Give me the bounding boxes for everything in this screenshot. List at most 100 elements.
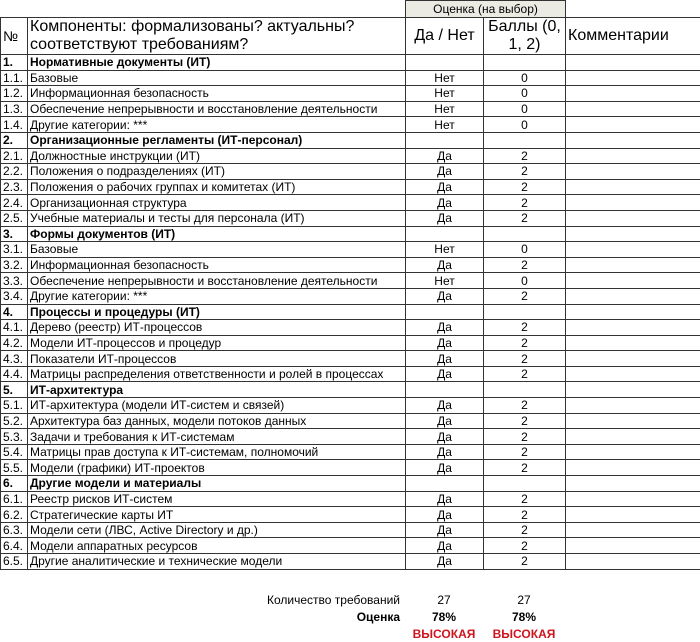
cell-yesno[interactable] (405, 131, 484, 149)
cell-component[interactable]: Учебные материалы и тесты для персонала … (27, 209, 406, 227)
cell-no[interactable]: 5.4. (0, 443, 28, 461)
cell-no[interactable]: 6.5. (0, 553, 28, 570)
cell-component[interactable]: Обеспечение непрерывности и восстановлен… (27, 100, 406, 118)
cell-no[interactable]: 4.3. (0, 350, 28, 367)
cell-component[interactable]: Модели аппаратных ресурсов (27, 537, 406, 554)
cell-score[interactable]: 0 (483, 116, 566, 133)
cell-yesno[interactable]: Да (405, 490, 484, 508)
cell-component[interactable]: Организационные регламенты (ИТ-персонал) (27, 131, 406, 149)
cell-component[interactable]: Должностные инструкции (ИТ) (27, 147, 406, 165)
cell-comment[interactable] (565, 365, 700, 383)
cell-no[interactable]: 6.3. (0, 521, 28, 539)
cell-yesno[interactable]: Нет (405, 272, 484, 289)
cell-no[interactable]: 2.5. (0, 209, 28, 227)
cell-component[interactable]: Другие категории: *** (27, 287, 406, 305)
cell-comment[interactable] (565, 475, 700, 492)
cell-comment[interactable] (565, 54, 700, 71)
cell-score[interactable]: 2 (483, 147, 566, 165)
cell-yesno[interactable] (405, 54, 484, 71)
cell-no[interactable]: 2. (0, 131, 28, 149)
cell-comment[interactable] (565, 428, 700, 445)
cell-score[interactable]: 2 (483, 537, 566, 554)
cell-component[interactable]: Другие категории: *** (27, 116, 406, 133)
cell-score[interactable] (483, 381, 566, 399)
cell-yesno[interactable]: Нет (405, 69, 484, 87)
cell-yesno[interactable]: Да (405, 537, 484, 554)
cell-yesno[interactable]: Да (405, 350, 484, 367)
cell-score[interactable]: 2 (483, 397, 566, 414)
cell-comment[interactable] (565, 287, 700, 305)
cell-comment[interactable] (565, 209, 700, 227)
cell-score[interactable]: 0 (483, 100, 566, 118)
cell-yesno[interactable]: Нет (405, 116, 484, 133)
cell-comment[interactable] (565, 147, 700, 165)
cell-score[interactable]: 2 (483, 521, 566, 539)
cell-comment[interactable] (565, 116, 700, 133)
cell-component[interactable]: Положения о рабочих группах и комитетах … (27, 178, 406, 196)
cell-component[interactable]: Матрицы прав доступа к ИТ-системам, полн… (27, 443, 406, 461)
cell-no[interactable]: 5.1. (0, 397, 28, 414)
cell-comment[interactable] (565, 443, 700, 461)
cell-comment[interactable] (565, 272, 700, 289)
cell-comment[interactable] (565, 350, 700, 367)
cell-no[interactable]: 4.1. (0, 319, 28, 336)
cell-score[interactable]: 2 (483, 459, 566, 477)
cell-no[interactable]: 3. (0, 225, 28, 243)
cell-no[interactable]: 2.4. (0, 194, 28, 211)
cell-no[interactable]: 2.3. (0, 178, 28, 196)
cell-no[interactable]: 2.1. (0, 147, 28, 165)
cell-comment[interactable] (565, 381, 700, 399)
cell-score[interactable]: 2 (483, 178, 566, 196)
cell-comment[interactable] (565, 194, 700, 211)
cell-component[interactable]: Реестр рисков ИТ-систем (27, 490, 406, 508)
cell-yesno[interactable]: Да (405, 319, 484, 336)
cell-no[interactable]: 5.2. (0, 412, 28, 430)
cell-no[interactable]: 6. (0, 475, 28, 492)
cell-no[interactable]: 5.3. (0, 428, 28, 445)
cell-no[interactable]: 5.5. (0, 459, 28, 477)
cell-component[interactable]: Модели ИТ-процессов и процедур (27, 334, 406, 352)
cell-no[interactable]: 3.4. (0, 287, 28, 305)
cell-component[interactable]: Задачи и требования к ИТ-системам (27, 428, 406, 445)
cell-no[interactable]: 3.2. (0, 256, 28, 274)
cell-comment[interactable] (565, 100, 700, 118)
cell-yesno[interactable]: Да (405, 287, 484, 305)
cell-component[interactable]: ИТ-архитектура (27, 381, 406, 399)
cell-comment[interactable] (565, 131, 700, 149)
cell-score[interactable]: 2 (483, 319, 566, 336)
cell-component[interactable]: ИТ-архитектура (модели ИТ-систем и связе… (27, 397, 406, 414)
cell-comment[interactable] (565, 85, 700, 102)
cell-component[interactable]: Информационная безопасность (27, 256, 406, 274)
cell-component[interactable]: Другие аналитические и технические модел… (27, 553, 406, 570)
cell-score[interactable] (483, 225, 566, 243)
cell-score[interactable]: 2 (483, 443, 566, 461)
cell-no[interactable]: 1. (0, 54, 28, 71)
cell-yesno[interactable]: Да (405, 459, 484, 477)
cell-comment[interactable] (565, 553, 700, 570)
cell-score[interactable]: 2 (483, 553, 566, 570)
cell-no[interactable]: 3.3. (0, 272, 28, 289)
cell-comment[interactable] (565, 69, 700, 87)
cell-component[interactable]: Стратегические карты ИТ (27, 506, 406, 523)
cell-yesno[interactable]: Да (405, 412, 484, 430)
cell-no[interactable]: 1.1. (0, 69, 28, 87)
cell-yesno[interactable]: Да (405, 209, 484, 227)
cell-comment[interactable] (565, 178, 700, 196)
cell-score[interactable] (483, 475, 566, 492)
cell-yesno[interactable]: Да (405, 163, 484, 180)
cell-component[interactable]: Показатели ИТ-процессов (27, 350, 406, 367)
cell-yesno[interactable]: Да (405, 256, 484, 274)
cell-no[interactable]: 2.2. (0, 163, 28, 180)
cell-score[interactable]: 2 (483, 365, 566, 383)
cell-component[interactable]: Организационная структура (27, 194, 406, 211)
cell-component[interactable]: Обеспечение непрерывности и восстановлен… (27, 272, 406, 289)
cell-component[interactable]: Другие модели и материалы (27, 475, 406, 492)
cell-comment[interactable] (565, 490, 700, 508)
cell-yesno[interactable]: Да (405, 521, 484, 539)
cell-score[interactable]: 2 (483, 490, 566, 508)
cell-score[interactable]: 2 (483, 209, 566, 227)
cell-score[interactable]: 0 (483, 241, 566, 258)
cell-no[interactable]: 6.2. (0, 506, 28, 523)
cell-comment[interactable] (565, 303, 700, 321)
cell-comment[interactable] (565, 537, 700, 554)
